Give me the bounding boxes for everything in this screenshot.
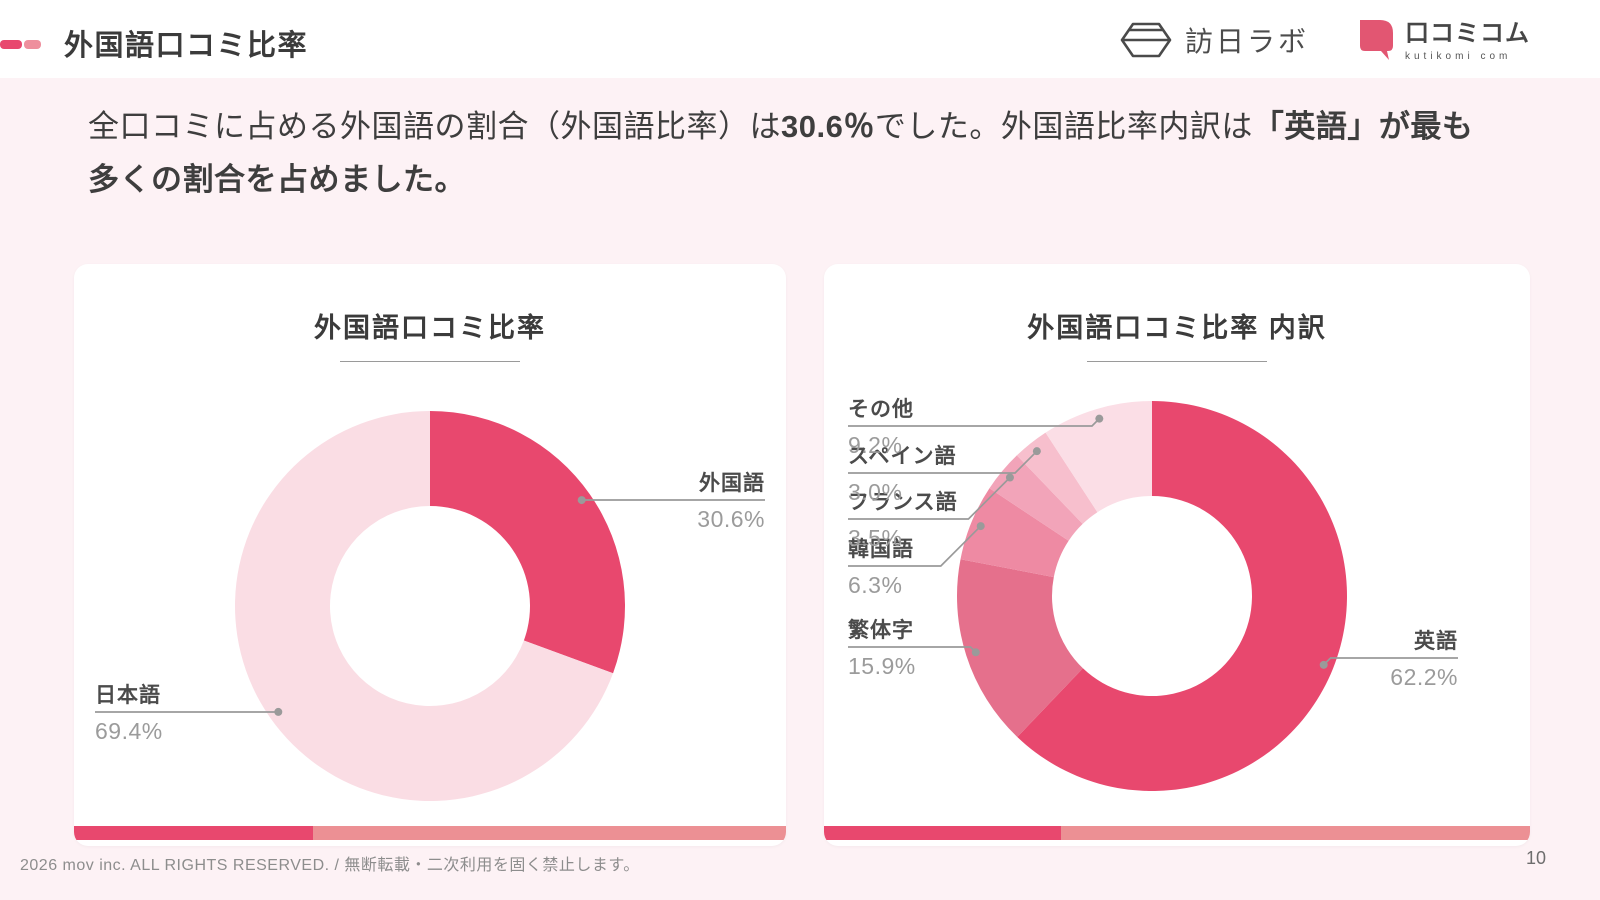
label-name: スペイン語 — [848, 445, 957, 468]
logos: 訪日ラボ 口コミコム kutikomi com — [1119, 14, 1530, 66]
card-bottom-bar — [74, 826, 786, 840]
donut-slice — [235, 411, 614, 801]
leader-dot — [274, 707, 283, 716]
page-title: 外国語口コミ比率 — [64, 30, 309, 62]
label-percent: 62.2% — [1390, 664, 1458, 690]
label-name: 英語 — [1414, 630, 1458, 653]
bar-segment-light — [1060, 826, 1530, 840]
label-name: 外国語 — [699, 472, 765, 495]
speech-bubble-icon — [1360, 20, 1393, 60]
label-english: 英語 62.2% — [1390, 629, 1458, 690]
label-percent: 3.0% — [848, 479, 903, 505]
leader-dot — [976, 522, 985, 531]
donut-slice — [957, 559, 1083, 737]
intro-seg-bold: が最も多くの割合を占めました。 — [88, 109, 1474, 198]
bar-segment-dark — [824, 826, 1061, 840]
card-bottom-bar — [824, 826, 1530, 840]
label-spanish: スペイン語 3.0% — [848, 444, 957, 505]
donut-slice — [960, 488, 1069, 578]
label-traditional-chinese: 繁体字 15.9% — [848, 618, 916, 679]
intro-seg: 全口コミに占める外国語の割合（外国語比率）は — [88, 109, 781, 144]
title-underline — [340, 361, 520, 362]
header-bar: 外国語口コミ比率 訪日ラボ 口コミコム kutikomi com — [0, 0, 1600, 78]
accent-dash-light — [24, 40, 41, 49]
accent-dash-dark — [0, 40, 22, 49]
bar-segment-dark — [74, 826, 313, 840]
intro-seg-bold: 「英語」 — [1252, 109, 1379, 144]
leader-dot — [1095, 414, 1104, 423]
title-accent-dashes — [0, 40, 41, 49]
footer-copyright: 2026 mov inc. ALL RIGHTS RESERVED. / 無断転… — [20, 857, 640, 874]
label-name: 日本語 — [95, 684, 161, 707]
card-foreign-breakdown: 外国語口コミ比率 内訳 英語 62.2% 繁体字 15.9% 韓国語 6.3% … — [824, 264, 1530, 846]
page-number: 10 — [1525, 848, 1546, 868]
chart-title: 外国語口コミ比率 — [314, 313, 546, 343]
donut-chart-foreign-breakdown — [848, 401, 1458, 791]
kutikomicom-logo-tagline: kutikomi com — [1405, 51, 1512, 62]
donut-slice — [1017, 401, 1347, 791]
hounichi-lab-logo: 訪日ラボ — [1119, 20, 1309, 60]
label-name: フランス語 — [848, 491, 958, 514]
kutikomicom-logo-text: 口コミコム — [1405, 20, 1530, 47]
label-percent: 6.3% — [848, 572, 903, 598]
label-percent: 3.5% — [848, 525, 903, 551]
bar-segment-light — [312, 826, 786, 840]
label-percent: 9.2% — [848, 432, 903, 458]
label-name: その他 — [848, 398, 914, 421]
label-korean: 韓国語 6.3% — [848, 537, 914, 598]
chart-title: 外国語口コミ比率 内訳 — [1027, 313, 1327, 343]
hounichi-lab-logo-text: 訪日ラボ — [1184, 26, 1309, 57]
leader-dot — [1319, 660, 1328, 669]
leader-dot — [577, 496, 586, 505]
label-name: 繁体字 — [848, 619, 914, 642]
donut-chart-foreign-ratio — [95, 411, 765, 801]
intro-seg: でした。外国語比率内訳は — [874, 109, 1253, 144]
leader-dot — [1032, 447, 1041, 456]
label-japanese: 日本語 69.4% — [95, 683, 163, 744]
label-foreign: 外国語 30.6% — [697, 471, 765, 532]
label-percent: 30.6% — [697, 506, 765, 532]
donut-slice — [1045, 401, 1152, 513]
label-name: 韓国語 — [848, 538, 914, 561]
label-percent: 69.4% — [95, 718, 163, 744]
intro-seg-bold: 30.6％ — [781, 109, 875, 144]
title-underline — [1087, 361, 1267, 362]
label-percent: 15.9% — [848, 653, 916, 679]
hexagon-lantern-icon — [1120, 22, 1172, 58]
kutikomicom-logo: 口コミコム kutikomi com — [1357, 18, 1530, 62]
donut-slice — [430, 411, 626, 674]
donut-slice — [1016, 432, 1098, 524]
intro-text: 全口コミに占める外国語の割合（外国語比率）は30.6％でした。外国語比率内訳は「… — [88, 100, 1492, 207]
donut-slice — [989, 455, 1083, 541]
leader-dot — [971, 648, 980, 657]
label-other: その他 9.2% — [848, 397, 914, 458]
label-french: フランス語 3.5% — [848, 490, 958, 551]
card-foreign-ratio: 外国語口コミ比率 外国語 30.6% 日本語 69.4% — [74, 264, 786, 846]
leader-dot — [1005, 473, 1014, 482]
